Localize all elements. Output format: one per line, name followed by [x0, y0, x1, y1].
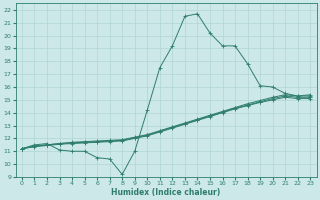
X-axis label: Humidex (Indice chaleur): Humidex (Indice chaleur): [111, 188, 221, 197]
